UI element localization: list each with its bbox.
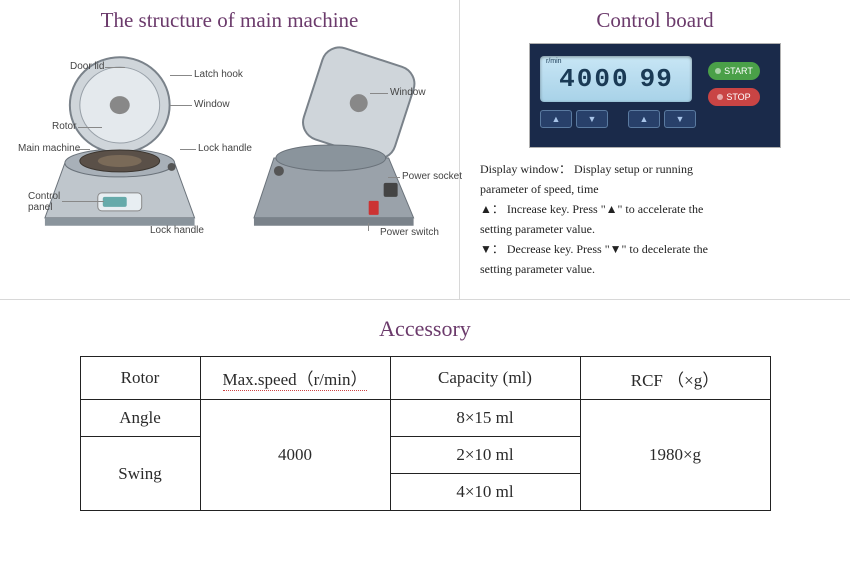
th-rcf: RCF （×g） <box>580 357 770 400</box>
callout-control-panel: Control panel <box>28 191 60 213</box>
callout-latch-hook: Latch hook <box>194 69 243 80</box>
th-rotor: Rotor <box>80 357 200 400</box>
structure-panel: The structure of main machine <box>0 0 460 299</box>
cb-line5: ▼： Decrease key. Press "▼" to decelerate… <box>480 240 830 258</box>
cb-line6: setting parameter value. <box>480 260 830 278</box>
accessory-table: Rotor Max.speed（r/min） Capacity (ml) RCF… <box>80 356 771 511</box>
control-board-description: Display window： Display setup or running… <box>480 160 830 278</box>
cell-cap1: 8×15 ml <box>390 400 580 437</box>
time-down-button[interactable]: ▼ <box>664 110 696 128</box>
accessory-section: Accessory Rotor Max.speed（r/min） Capacit… <box>0 300 850 511</box>
control-board-panel: Control board r/min 4000 99 ▲ ▼ <box>460 0 850 299</box>
callout-power-socket: Power socket <box>402 171 462 182</box>
accessory-title: Accessory <box>60 316 790 342</box>
cell-maxspeed: 4000 <box>200 400 390 511</box>
speed-up-button[interactable]: ▲ <box>540 110 572 128</box>
th-maxspeed: Max.speed（r/min） <box>200 357 390 400</box>
cell-rotor-swing: Swing <box>80 437 200 511</box>
lcd-screen: r/min 4000 99 <box>540 56 692 102</box>
callout-rotor: Rotor <box>52 121 76 132</box>
cell-rcf: 1980×g <box>580 400 770 511</box>
start-button-label: START <box>724 66 753 76</box>
cb-line3: ▲： Increase key. Press "▲" to accelerate… <box>480 200 830 218</box>
table-header-row: Rotor Max.speed（r/min） Capacity (ml) RCF… <box>80 357 770 400</box>
stop-button[interactable]: STOP <box>708 88 760 106</box>
machine-diagram: Door lid Latch hook Window Rotor Main ma… <box>10 43 449 253</box>
stop-button-label: STOP <box>726 92 750 102</box>
cb-line4: setting parameter value. <box>480 220 830 238</box>
cell-cap3: 4×10 ml <box>390 474 580 511</box>
th-maxspeed-text: Max.speed（r/min） <box>223 365 368 391</box>
cell-cap2: 2×10 ml <box>390 437 580 474</box>
speed-down-button[interactable]: ▼ <box>576 110 608 128</box>
lcd-unit-label: r/min <box>546 58 562 65</box>
machine-rear-svg <box>239 43 449 243</box>
cb-line1: Display window： Display setup or running <box>480 160 830 178</box>
callout-window-l: Window <box>194 99 230 110</box>
lcd-speed-value: 4000 <box>559 64 629 94</box>
control-board-title: Control board <box>480 8 830 33</box>
callout-window-r: Window <box>390 87 426 98</box>
cell-rotor-angle: Angle <box>80 400 200 437</box>
table-row: Angle 4000 8×15 ml 1980×g <box>80 400 770 437</box>
structure-title: The structure of main machine <box>10 8 449 33</box>
callout-door-lid: Door lid <box>70 61 104 72</box>
start-button[interactable]: START <box>708 62 760 80</box>
cb-line2: parameter of speed, time <box>480 180 830 198</box>
time-up-button[interactable]: ▲ <box>628 110 660 128</box>
th-capacity: Capacity (ml) <box>390 357 580 400</box>
callout-power-switch: Power switch <box>380 227 439 238</box>
callout-lock-handle: Lock handle <box>198 143 252 154</box>
callout-lock-handle2: Lock handle <box>150 225 204 236</box>
control-board-photo: r/min 4000 99 ▲ ▼ ▲ ▼ <box>529 43 781 148</box>
lcd-time-value: 99 <box>640 64 673 94</box>
top-row: The structure of main machine <box>0 0 850 300</box>
callout-main-machine: Main machine <box>18 143 80 154</box>
